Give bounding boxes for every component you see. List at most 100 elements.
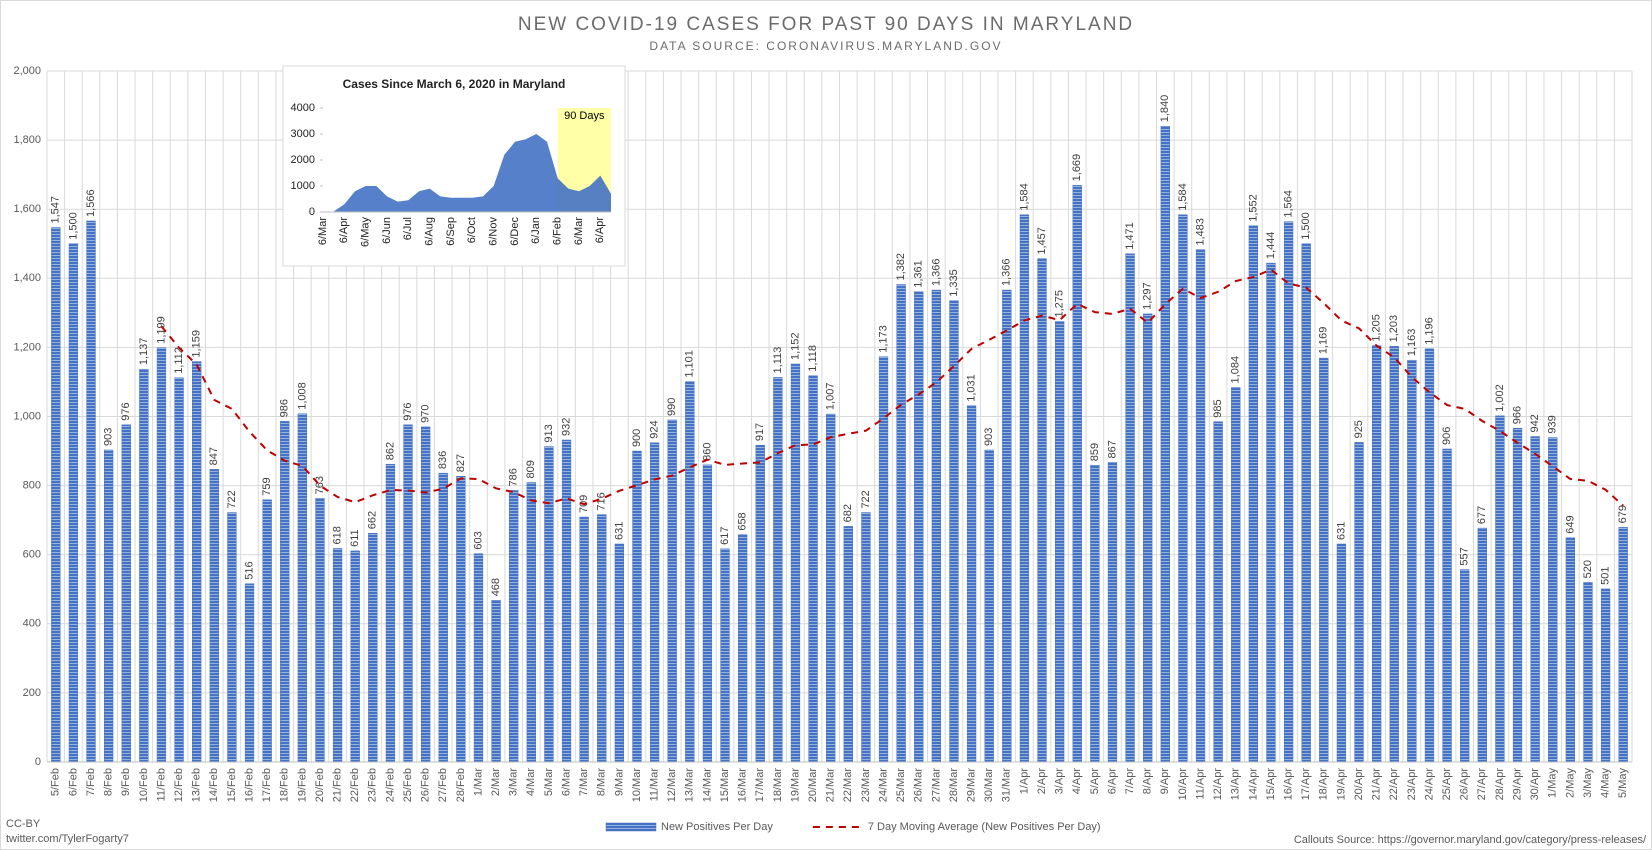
value-label: 759 <box>261 477 273 495</box>
bar <box>632 450 642 763</box>
x-tick-label: 25/Feb <box>402 768 414 802</box>
bar <box>1019 214 1030 763</box>
x-tick-label: 22/Feb <box>349 768 361 802</box>
x-tick-label: 26/Mar <box>913 768 925 803</box>
value-label: 1,152 <box>789 332 801 360</box>
inset-y-tick-label: 1000 <box>291 180 315 192</box>
inset-chart: Cases Since March 6, 2020 in Maryland 90… <box>282 65 626 267</box>
x-tick-label: 15/Mar <box>719 768 731 803</box>
y-tick-label: 800 <box>23 480 41 492</box>
x-tick-label: 10/Mar <box>631 768 643 803</box>
value-label: 903 <box>103 428 115 446</box>
value-label: 1,159 <box>191 330 203 358</box>
x-tick-label: 13/Apr <box>1230 768 1242 801</box>
x-tick-label: 4/Mar <box>525 768 537 796</box>
x-tick-label: 28/Feb <box>455 768 467 802</box>
x-tick-label: 9/Apr <box>1159 768 1171 795</box>
x-tick-label: 28/Apr <box>1494 768 1506 801</box>
value-label: 677 <box>1476 506 1488 524</box>
bar <box>755 444 765 763</box>
x-tick-label: 1/May <box>1547 768 1559 798</box>
inset-x-tick-label: 6/Feb <box>552 217 564 245</box>
value-label: 516 <box>243 561 255 579</box>
x-tick-label: 19/Feb <box>296 768 308 802</box>
bar <box>68 243 79 763</box>
y-tick-label: 600 <box>23 549 41 561</box>
y-tick-label: 200 <box>23 687 41 699</box>
inset-x-tick-label: 6/Jul <box>402 217 414 240</box>
y-tick-label: 400 <box>23 618 41 630</box>
value-label: 976 <box>120 402 132 420</box>
x-tick-label: 21/Mar <box>825 768 837 803</box>
inset-x-tick-label: 6/May <box>360 217 372 247</box>
y-tick-label: 1,800 <box>13 134 41 146</box>
highlight-label: 90 Days <box>564 110 605 122</box>
x-tick-label: 30/Mar <box>983 768 995 803</box>
bar <box>1354 442 1364 763</box>
x-tick-label: 6/Mar <box>560 768 572 796</box>
x-tick-label: 30/Apr <box>1529 768 1541 801</box>
x-tick-label: 17/Apr <box>1300 768 1312 801</box>
value-label: 1,500 <box>1300 212 1312 240</box>
bar <box>773 377 783 763</box>
x-tick-label: 15/Feb <box>226 768 238 802</box>
value-label: 1,163 <box>1406 329 1418 357</box>
x-tick-label: 12/Mar <box>666 768 678 803</box>
value-label: 1,382 <box>895 253 907 281</box>
value-label: 1,112 <box>173 347 185 374</box>
value-label: 1,275 <box>1054 290 1066 318</box>
value-label: 862 <box>384 442 396 460</box>
bar <box>192 361 202 763</box>
inset-x-tick-label: 6/Apr <box>338 217 350 244</box>
footer-license: CC-BY <box>6 818 41 830</box>
value-label: 1,366 <box>1001 259 1013 287</box>
x-tick-label: 2/Apr <box>1036 768 1048 795</box>
x-tick-label: 8/Mar <box>596 768 608 796</box>
bar <box>667 419 677 763</box>
bar <box>984 449 994 763</box>
inset-x-tick-label: 6/Jan <box>530 217 542 244</box>
bar <box>1213 421 1223 763</box>
x-tick-label: 26/Feb <box>420 768 432 802</box>
x-tick-label: 1/Mar <box>472 768 484 796</box>
value-label: 501 <box>1599 567 1611 585</box>
x-tick-label: 3/Mar <box>508 768 520 796</box>
x-tick-label: 3/May <box>1582 768 1594 798</box>
bar <box>139 368 149 763</box>
x-tick-label: 22/Apr <box>1388 768 1400 801</box>
y-tick-label: 1,400 <box>13 272 41 284</box>
x-tick-label: 4/Apr <box>1071 768 1083 795</box>
bar <box>1371 345 1382 763</box>
inset-title: Cases Since March 6, 2020 in Maryland <box>343 77 566 91</box>
bar <box>914 291 924 763</box>
value-label: 1,564 <box>1282 190 1294 218</box>
value-label: 786 <box>508 468 520 486</box>
x-tick-label: 17/Feb <box>261 768 273 802</box>
footer-source: Callouts Source: https://governor.maryla… <box>1294 834 1647 846</box>
x-tick-label: 23/Mar <box>860 768 872 803</box>
bar <box>103 449 114 763</box>
bar <box>368 533 378 763</box>
bar <box>1231 387 1241 763</box>
x-tick-label: 24/Mar <box>877 768 889 803</box>
x-tick-label: 7/Apr <box>1124 768 1136 795</box>
bar <box>790 363 801 763</box>
x-tick-label: 27/Mar <box>930 768 942 803</box>
value-label: 611 <box>349 529 361 547</box>
x-tick-label: 14/Apr <box>1247 768 1259 801</box>
x-tick-label: 22/Mar <box>842 768 854 803</box>
inset-x-tick-label: 6/Mar <box>317 217 329 245</box>
value-label: 985 <box>1212 399 1224 417</box>
x-tick-label: 4/May <box>1599 768 1611 798</box>
x-tick-label: 19/Apr <box>1335 768 1347 801</box>
bar <box>1143 313 1153 763</box>
value-label: 1,007 <box>825 383 837 411</box>
inset-x-tick-label: 6/Apr <box>594 217 606 244</box>
value-label: 1,566 <box>85 189 97 217</box>
bar <box>1107 462 1118 763</box>
value-label: 1,366 <box>930 259 942 287</box>
bar <box>843 526 853 763</box>
x-tick-label: 24/Feb <box>384 768 396 802</box>
x-tick-label: 2/Mar <box>490 768 502 796</box>
x-tick-label: 20/Apr <box>1353 768 1365 801</box>
